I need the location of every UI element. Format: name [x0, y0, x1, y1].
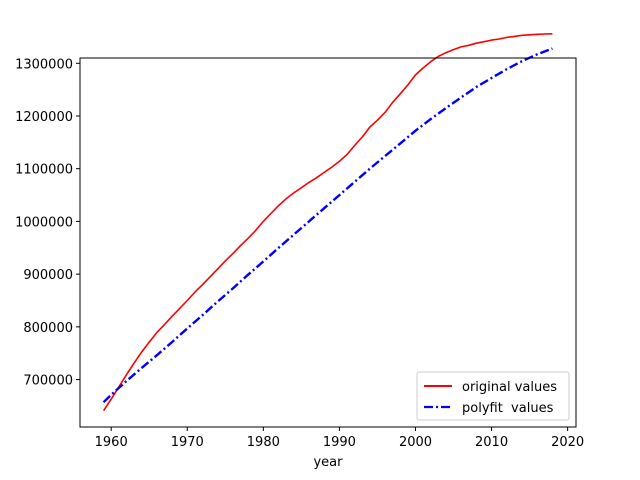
y-tick-label: 1200000 [15, 110, 73, 125]
y-tick-label: 700000 [23, 374, 73, 389]
x-tick-label: 2010 [475, 435, 508, 450]
x-tick-label: 1960 [95, 435, 128, 450]
legend: original values polyfit values [416, 371, 570, 421]
legend-label-original: original values [462, 380, 557, 395]
series-line-polyfit [102, 47, 553, 404]
series-layer [102, 33, 553, 412]
legend-label-polyfit: polyfit values [462, 401, 554, 416]
y-tick-label: 900000 [23, 268, 73, 283]
x-tick-label: 1980 [247, 435, 280, 450]
y-tick-label: 800000 [23, 321, 73, 336]
x-tick-label: 1990 [323, 435, 356, 450]
ticks-layer: 1960 1970 1980 1990 2000 2010 2020 700000 800000… [15, 57, 584, 450]
legend-box [416, 371, 570, 421]
series-line-original [102, 33, 553, 412]
x-tick-label: 2020 [551, 435, 584, 450]
y-tick-label: 1100000 [15, 163, 73, 178]
x-tick-label: 1970 [171, 435, 204, 450]
plot-frame [79, 57, 577, 428]
x-tick-label: 2000 [399, 435, 432, 450]
x-axis-label: year [313, 455, 343, 470]
y-tick-label: 1300000 [15, 57, 73, 72]
y-tick-label: 1000000 [15, 215, 73, 230]
